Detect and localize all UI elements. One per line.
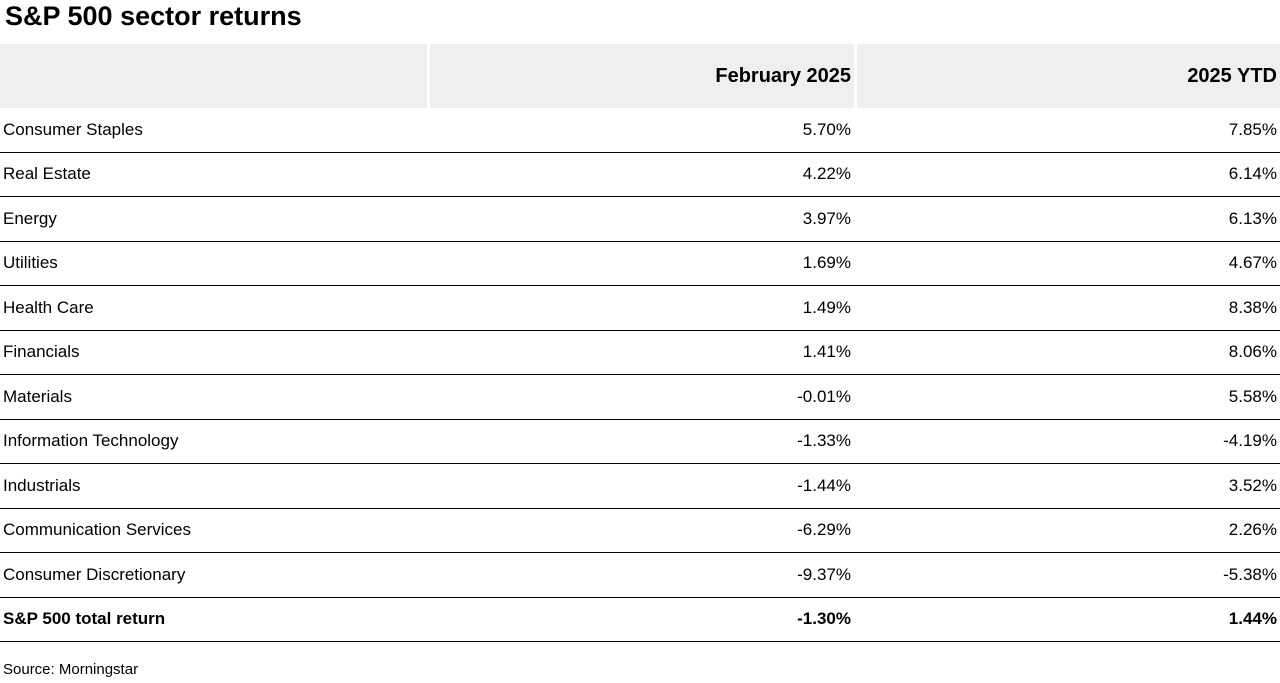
february-2025-cell: -1.44% [427, 464, 854, 509]
ytd-2025-cell: 5.58% [854, 375, 1280, 420]
february-2025-cell: -1.33% [427, 420, 854, 464]
sector-cell: Consumer Discretionary [0, 553, 427, 598]
table-row: Energy 3.97% 6.13% [0, 197, 1280, 242]
february-2025-cell: 1.41% [427, 331, 854, 375]
february-2025-cell: 5.70% [427, 108, 854, 153]
sector-cell: Energy [0, 197, 427, 242]
ytd-2025-cell: 8.38% [854, 286, 1280, 331]
february-2025-cell: -0.01% [427, 375, 854, 420]
sector-cell: Communication Services [0, 509, 427, 553]
total-row: S&P 500 total return -1.30% 1.44% [0, 598, 1280, 642]
february-2025-cell: 3.97% [427, 197, 854, 242]
chart-title: S&P 500 sector returns [5, 1, 302, 31]
table-row: Health Care 1.49% 8.38% [0, 286, 1280, 331]
ytd-2025-cell: 1.44% [854, 598, 1280, 642]
ytd-2025-cell: -5.38% [854, 553, 1280, 598]
column-header-sector [0, 44, 427, 108]
sector-cell: Industrials [0, 464, 427, 509]
table-row: Financials 1.41% 8.06% [0, 331, 1280, 375]
ytd-2025-cell: -4.19% [854, 420, 1280, 464]
sector-cell: Information Technology [0, 420, 427, 464]
ytd-2025-cell: 2.26% [854, 509, 1280, 553]
ytd-2025-cell: 7.85% [854, 108, 1280, 153]
sector-cell: Health Care [0, 286, 427, 331]
february-2025-cell: 4.22% [427, 153, 854, 197]
ytd-2025-cell: 4.67% [854, 242, 1280, 286]
table-row: Information Technology -1.33% -4.19% [0, 420, 1280, 464]
table-header-row: February 2025 2025 YTD [0, 44, 1280, 108]
column-header-2025-ytd: 2025 YTD [854, 44, 1280, 108]
table-body: Consumer Staples 5.70% 7.85% Real Estate 4.2… [0, 108, 1280, 642]
ytd-2025-cell: 8.06% [854, 331, 1280, 375]
ytd-2025-cell: 6.14% [854, 153, 1280, 197]
table-row: Materials -0.01% 5.58% [0, 375, 1280, 420]
table-row: Industrials -1.44% 3.52% [0, 464, 1280, 509]
february-2025-cell: 1.49% [427, 286, 854, 331]
table-row: Communication Services -6.29% 2.26% [0, 509, 1280, 553]
ytd-2025-cell: 6.13% [854, 197, 1280, 242]
column-header-february-2025: February 2025 [427, 44, 854, 108]
sector-returns-table: February 2025 2025 YTD Consumer Staples 5… [0, 44, 1280, 642]
sector-cell: Consumer Staples [0, 108, 427, 153]
february-2025-cell: -1.30% [427, 598, 854, 642]
february-2025-cell: 1.69% [427, 242, 854, 286]
sector-cell: Utilities [0, 242, 427, 286]
table-row: Consumer Discretionary -9.37% -5.38% [0, 553, 1280, 598]
sector-cell: Materials [0, 375, 427, 420]
sector-cell: Financials [0, 331, 427, 375]
table-row: Consumer Staples 5.70% 7.85% [0, 108, 1280, 153]
february-2025-cell: -6.29% [427, 509, 854, 553]
table-row: Real Estate 4.22% 6.14% [0, 153, 1280, 197]
sector-cell: Real Estate [0, 153, 427, 197]
sector-cell: S&P 500 total return [0, 598, 427, 642]
source-note: Source: Morningstar [3, 661, 139, 678]
table-row: Utilities 1.69% 4.67% [0, 242, 1280, 286]
ytd-2025-cell: 3.52% [854, 464, 1280, 509]
february-2025-cell: -9.37% [427, 553, 854, 598]
